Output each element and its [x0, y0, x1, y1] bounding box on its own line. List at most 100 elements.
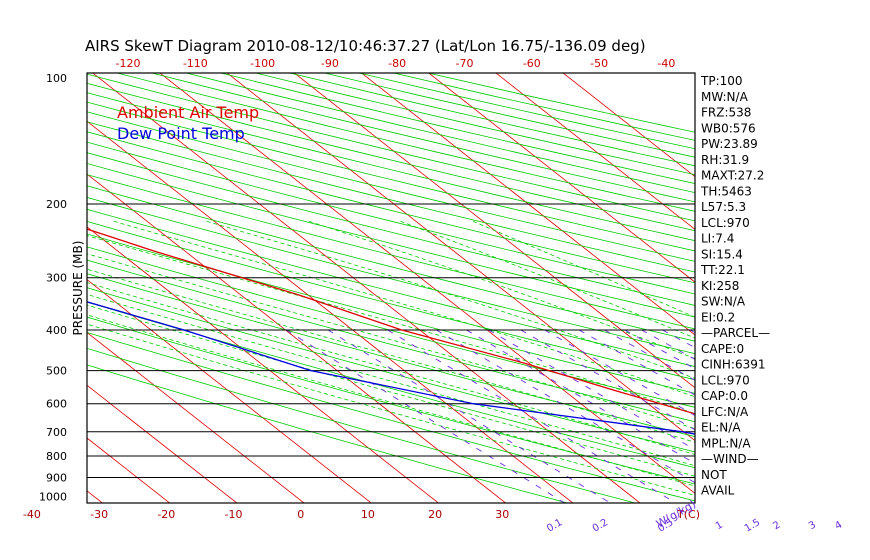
dry-adiabat-line — [87, 185, 695, 342]
mixing-ratio-line — [578, 329, 695, 396]
mixing-ratio-tick-label: 1.5 — [743, 517, 762, 534]
legend-ambient-air-temp: Ambient Air Temp — [117, 103, 259, 122]
dry-adiabat-line — [87, 152, 695, 306]
mixing-ratio-tick-label: 0.1 — [545, 517, 564, 534]
mixing-ratio-line — [387, 329, 677, 503]
index-entry: AVAIL — [701, 484, 735, 498]
pressure-tick-label: 700 — [46, 426, 67, 439]
isotherm-line — [87, 173, 507, 503]
mixing-ratio-line — [488, 329, 695, 451]
dry-adiabat-line — [87, 347, 637, 503]
index-entry: LI:7.4 — [701, 232, 734, 246]
top-temp-tick-label: -120 — [116, 57, 141, 70]
index-entry: CAP:0.0 — [701, 389, 748, 403]
bottom-temp-tick-label: -30 — [90, 508, 108, 521]
index-entry: LCL:970 — [701, 216, 750, 230]
isotherm-line — [495, 73, 695, 230]
isotherm-line — [87, 279, 372, 503]
dry-adiabat-line — [87, 101, 695, 252]
moist-adiabat-line — [87, 293, 695, 467]
index-entry: FRZ:538 — [701, 106, 751, 120]
moist-adiabat-line — [87, 268, 695, 443]
bottom-temp-tick-label: 10 — [361, 508, 375, 521]
dry-adiabat-line — [87, 208, 695, 367]
top-temp-tick-label: -100 — [250, 57, 275, 70]
dry-adiabat-line — [87, 174, 695, 330]
ambient-air-temp-line — [87, 228, 695, 415]
isobar-lines — [87, 203, 695, 478]
isotherm-line — [87, 226, 440, 503]
mixing-ratio-tick-label: 0.2 — [591, 517, 610, 534]
dry-adiabat-line — [87, 111, 695, 262]
isotherm-line — [87, 331, 305, 503]
mixing-ratio-tick-label: 2 — [771, 519, 782, 532]
top-temp-tick-label: -110 — [183, 57, 208, 70]
index-entry: MPL:N/A — [701, 436, 751, 450]
pressure-tick-label: 100 — [46, 72, 67, 85]
isotherm-line — [0, 69, 42, 508]
pressure-tick-label: 1000 — [39, 491, 67, 504]
moist-adiabat-line — [113, 220, 695, 398]
x-axis-label: T(C) — [676, 508, 700, 521]
index-entry: —PARCEL— — [701, 326, 770, 340]
index-entry: TT:22.1 — [700, 263, 745, 277]
isotherm-line — [562, 73, 695, 178]
isotherm-lines — [0, 69, 695, 508]
mixing-ratio-line — [604, 329, 695, 381]
index-entry: NOT — [701, 468, 727, 482]
dry-adiabat-line — [87, 316, 695, 485]
pressure-tick-label: 500 — [46, 365, 67, 378]
dry-adiabat-line — [87, 287, 695, 453]
dry-adiabat-lines — [87, 73, 695, 503]
plot-frame — [86, 72, 696, 504]
y-axis-label: PRESSURE (MB) — [71, 241, 85, 336]
moist-adiabat-line — [87, 314, 695, 487]
index-entry: LFC:N/A — [701, 405, 749, 419]
moist-adiabat-line — [400, 220, 695, 339]
chart-title: AIRS SkewT Diagram 2010-08-12/10:46:37.2… — [85, 37, 646, 55]
isotherm-line — [87, 384, 238, 503]
moist-adiabat-line — [87, 323, 695, 496]
bottom-temp-tick-label: 0 — [297, 508, 304, 521]
index-entry: EL:N/A — [701, 421, 741, 435]
index-entry: L57:5.3 — [701, 200, 746, 214]
mixing-ratio-tick-label: 1 — [714, 519, 725, 532]
bottom-temp-tick-label: -40 — [23, 508, 41, 521]
moist-adiabat-line — [87, 304, 695, 477]
mixing-ratio-tick-label: 4 — [833, 519, 844, 532]
dry-adiabat-line — [87, 259, 695, 423]
index-entry: EI:0.2 — [701, 310, 735, 324]
moist-adiabat-line — [472, 220, 695, 318]
dry-adiabat-line — [87, 197, 695, 355]
dry-adiabat-line — [87, 141, 695, 295]
sounding-series — [87, 228, 695, 435]
pressure-tick-label: 400 — [46, 324, 67, 337]
dry-adiabat-line — [87, 131, 695, 284]
index-entry: WB0:576 — [701, 121, 756, 135]
pressure-tick-label: 600 — [46, 398, 67, 411]
legend-dew-point-temp: Dew Point Temp — [117, 124, 245, 143]
dew-point-temp-line — [87, 301, 695, 435]
dry-adiabat-line — [87, 163, 695, 318]
index-entry: RH:31.9 — [701, 153, 749, 167]
index-entry: —WIND— — [701, 452, 759, 466]
mixing-ratio-line — [520, 329, 695, 431]
index-entry: MW:N/A — [701, 90, 749, 104]
dry-adiabat-line — [87, 332, 695, 502]
index-entry: MAXT:27.2 — [701, 169, 764, 183]
bottom-temp-tick-label: -20 — [157, 508, 175, 521]
dry-adiabat-line — [87, 221, 695, 381]
top-temp-tick-label: -60 — [523, 57, 541, 70]
index-entry: KI:258 — [701, 279, 739, 293]
top-temp-tick-label: -50 — [590, 57, 608, 70]
index-entry: CAPE:0 — [701, 342, 744, 356]
isotherm-line — [428, 73, 695, 283]
bottom-temp-tick-label: -10 — [225, 508, 243, 521]
dry-adiabat-line — [87, 364, 569, 503]
pressure-tick-label: 800 — [46, 450, 67, 463]
mixing-ratio-line — [327, 329, 612, 503]
bottom-temp-tick-label: 20 — [428, 508, 442, 521]
dry-adiabat-line — [87, 233, 695, 394]
